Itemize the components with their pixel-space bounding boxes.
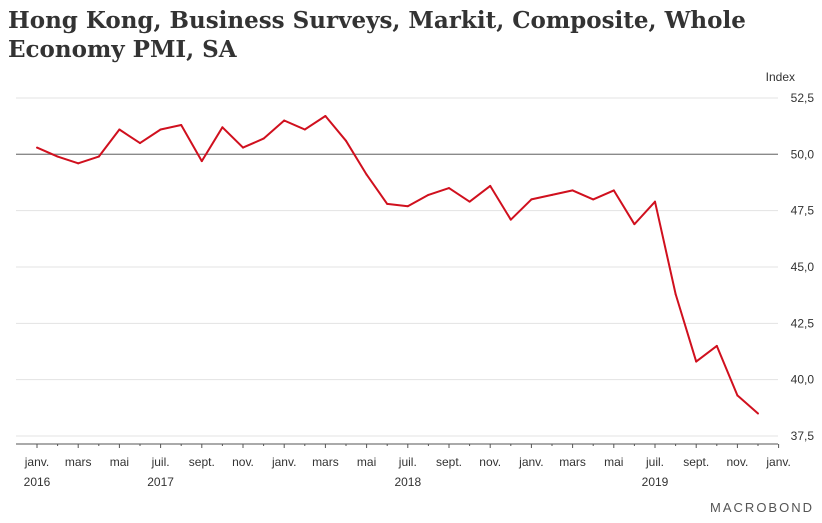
y-tick-label: 52,5 xyxy=(791,91,815,105)
x-month-label: nov. xyxy=(479,455,501,469)
x-month-label: nov. xyxy=(727,455,749,469)
x-month-label: mars xyxy=(65,455,92,469)
brand-logo: MACROBOND xyxy=(710,500,814,515)
x-month-label: janv. xyxy=(271,455,296,469)
x-month-label: sept. xyxy=(189,455,215,469)
x-month-label: janv. xyxy=(765,455,790,469)
y-axis: 37,5 40,0 42,5 45,0 47,5 50,0 52,5 xyxy=(791,91,815,443)
x-month-label: juil. xyxy=(398,455,417,469)
data-point xyxy=(406,205,409,208)
data-point xyxy=(674,293,677,296)
data-point xyxy=(345,139,347,142)
x-year-label: 2019 xyxy=(642,475,669,489)
x-month-label: janv. xyxy=(518,455,543,469)
data-point xyxy=(200,160,203,163)
x-month-label: nov. xyxy=(232,455,254,469)
x-month-label: sept. xyxy=(436,455,462,469)
data-point xyxy=(530,198,533,201)
data-point xyxy=(571,189,574,192)
data-point xyxy=(427,193,430,196)
y-tick-label: 50,0 xyxy=(791,147,815,161)
x-axis xyxy=(16,443,780,448)
data-point xyxy=(180,124,183,127)
data-point xyxy=(242,146,244,149)
data-point xyxy=(489,184,492,187)
data-point xyxy=(736,394,739,397)
data-point xyxy=(77,162,80,165)
data-point xyxy=(715,344,718,347)
x-month-label: mai xyxy=(110,455,129,469)
data-point xyxy=(592,198,595,201)
data-point xyxy=(386,202,389,205)
x-month-label: mai xyxy=(357,455,376,469)
data-point xyxy=(654,200,656,203)
x-month-label: mars xyxy=(312,455,339,469)
data-point xyxy=(36,146,38,149)
gridlines xyxy=(16,97,778,437)
data-point xyxy=(159,128,162,131)
data-point xyxy=(56,155,59,158)
data-point xyxy=(303,128,306,131)
chart-title: Hong Kong, Business Surveys, Markit, Com… xyxy=(8,7,746,63)
data-point xyxy=(448,187,450,190)
data-point xyxy=(283,119,286,122)
x-year-label: 2017 xyxy=(147,475,174,489)
data-point xyxy=(612,189,615,192)
x-month-label: mai xyxy=(604,455,623,469)
y-tick-label: 42,5 xyxy=(791,316,815,330)
y-tick-label: 40,0 xyxy=(791,373,815,387)
data-point xyxy=(757,412,759,415)
x-month-label: sept. xyxy=(683,455,709,469)
series-group xyxy=(36,115,759,415)
data-point xyxy=(695,360,698,363)
y-tick-label: 47,5 xyxy=(791,204,815,218)
x-month-label: juil. xyxy=(151,455,170,469)
data-point xyxy=(633,223,636,226)
data-point xyxy=(97,155,100,158)
series-line xyxy=(36,115,759,415)
y-tick-label: 45,0 xyxy=(791,260,815,274)
x-year-label: 2018 xyxy=(394,475,421,489)
y-tick-label: 37,5 xyxy=(791,429,815,443)
data-point xyxy=(262,137,265,140)
data-point xyxy=(221,126,224,129)
y-axis-label: Index xyxy=(766,70,795,84)
x-tick-labels: janv. mars mai juil. sept. nov. janv. mars mai ju… xyxy=(24,455,791,489)
x-year-label: 2016 xyxy=(24,475,51,489)
x-month-label: juil. xyxy=(645,455,664,469)
data-point xyxy=(139,142,141,145)
data-point xyxy=(509,218,512,221)
data-point xyxy=(324,115,327,118)
data-point xyxy=(551,193,553,196)
data-point xyxy=(118,128,121,131)
x-month-label: mars xyxy=(559,455,586,469)
data-point xyxy=(365,173,368,176)
data-point xyxy=(468,200,471,203)
x-month-label: janv. xyxy=(24,455,49,469)
